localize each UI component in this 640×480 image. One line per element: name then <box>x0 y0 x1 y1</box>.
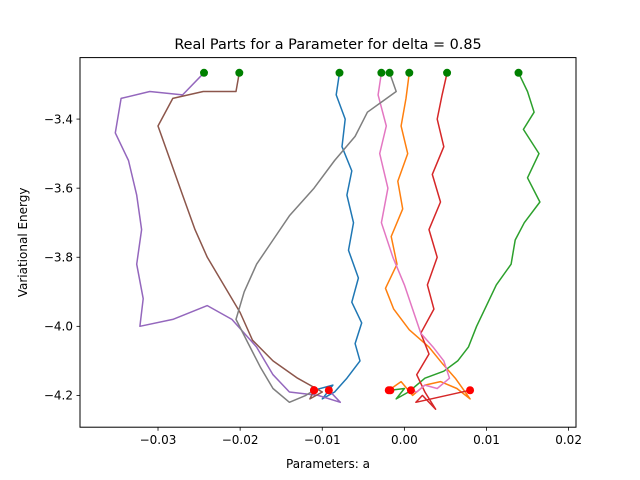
axes-frame <box>79 57 577 428</box>
series-line-3 <box>390 72 541 400</box>
start-marker-3 <box>514 68 523 77</box>
x-tick-label: −0.01 <box>304 433 341 447</box>
chart-title: Real Parts for a Parameter for delta = 0… <box>174 37 481 53</box>
x-tick-label: 0.00 <box>391 433 418 447</box>
plot-area <box>114 68 541 410</box>
series-line-4 <box>415 72 471 410</box>
start-marker-8 <box>385 68 394 77</box>
y-tick-label: −4.2 <box>44 389 73 403</box>
y-tick-label: −4.0 <box>44 320 73 334</box>
start-marker-7 <box>377 68 386 77</box>
end-marker-7 <box>406 386 415 395</box>
series-line-8 <box>235 72 397 404</box>
start-marker-1 <box>335 68 344 77</box>
x-tick-label: 0.02 <box>555 433 582 447</box>
end-marker-8 <box>310 386 319 395</box>
x-tick-label: 0.01 <box>473 433 500 447</box>
start-marker-2 <box>405 68 414 77</box>
x-tick-label: −0.03 <box>140 433 177 447</box>
end-marker-3 <box>386 386 395 395</box>
x-axis-label: Parameters: a <box>286 457 370 471</box>
end-marker-5 <box>324 386 333 395</box>
y-axis: −4.2 −4.0 −3.8 −3.6 −3.4 <box>44 112 80 403</box>
start-marker-6 <box>235 68 244 77</box>
series-line-6 <box>157 72 324 400</box>
y-tick-label: −3.6 <box>44 181 73 195</box>
y-tick-label: −3.8 <box>44 250 73 264</box>
x-axis: −0.03 −0.02 −0.01 0.00 0.01 0.02 <box>140 427 582 447</box>
series-line-7 <box>377 72 451 393</box>
y-tick-label: −3.4 <box>44 112 73 126</box>
end-marker-4 <box>466 386 475 395</box>
start-marker-4 <box>443 68 452 77</box>
series-line-5 <box>114 72 342 404</box>
x-tick-label: −0.02 <box>222 433 259 447</box>
series-line-2 <box>384 72 471 400</box>
y-axis-label: Variational Energy <box>16 188 30 298</box>
start-marker-5 <box>200 68 208 77</box>
